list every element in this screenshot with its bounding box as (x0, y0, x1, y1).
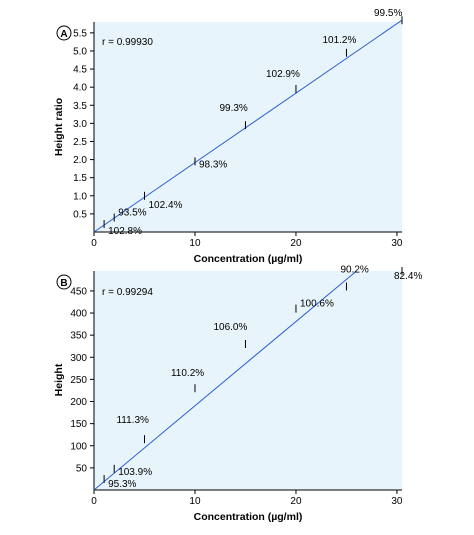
y-tick-label-a-3: 2.0 (73, 155, 87, 166)
data-label-a-4: 99.3% (219, 103, 247, 114)
x-tick-label-a-1: 10 (189, 238, 201, 249)
y-tick-label-a-0: 0.5 (73, 209, 87, 220)
panel-a: A r = 0.99930 Concentration (µg/ml) Heig… (53, 8, 403, 265)
data-label-a-7: 99.5% (374, 8, 402, 19)
data-label-a-6: 101.2% (322, 35, 356, 46)
x-tick-label-b-1: 10 (189, 496, 201, 507)
ticks-a: 0 10 20 30 0.5 1.0 1.5 2.0 2.5 3.0 3.5 4.0 4.5 5.0 5.5 (73, 28, 403, 249)
data-label-b-2: 111.3% (116, 415, 149, 426)
x-tick-label-a-2: 20 (290, 238, 302, 249)
data-label-b-0: 95.3% (108, 479, 136, 490)
y-tick-label-a-1: 1.0 (73, 191, 87, 202)
data-label-a-5: 102.9% (266, 69, 300, 80)
data-label-a-2: 102.4% (148, 200, 182, 211)
panel-label-circle-a (56, 25, 72, 41)
y-tick-label-a-10: 5.5 (73, 28, 87, 39)
x-axis-title-a: Concentration (µg/ml) (194, 253, 303, 265)
y-tick-label-b-1: 100 (70, 441, 87, 452)
data-label-a-1: 93.5% (118, 208, 146, 219)
y-tick-label-b-4: 250 (70, 375, 87, 386)
panel-b: B r = 0.99294 Concentration (µg/ml) Heig… (53, 264, 422, 523)
correlation-annotation-b: r = 0.99294 (102, 287, 153, 298)
data-label-b-6: 90.2% (340, 264, 368, 275)
y-tick-label-b-6: 350 (70, 331, 87, 342)
ticks-b: 0 10 20 30 50 100 150 200 250 300 350 400 450 (70, 286, 403, 507)
y-tick-label-a-7: 4.0 (73, 83, 87, 94)
y-tick-label-a-4: 2.5 (73, 137, 87, 148)
panel-label-a: A (60, 29, 67, 40)
y-tick-label-a-8: 4.5 (73, 65, 87, 76)
y-tick-label-a-6: 3.5 (73, 101, 87, 112)
x-tick-label-a-0: 0 (91, 238, 97, 249)
y-tick-label-b-3: 200 (70, 397, 87, 408)
panel-label-b: B (60, 278, 67, 289)
data-label-a-0: 102.8% (108, 226, 142, 237)
y-tick-label-b-2: 150 (70, 419, 87, 430)
data-label-b-7: 82.4% (394, 271, 422, 282)
data-label-a-3: 98.3% (199, 159, 227, 170)
data-label-b-5: 100.6% (300, 299, 334, 310)
x-tick-label-b-3: 30 (391, 496, 403, 507)
y-tick-label-b-0: 50 (76, 463, 88, 474)
y-tick-label-b-7: 400 (70, 309, 87, 320)
y-tick-label-a-2: 1.5 (73, 173, 87, 184)
regression-line-a (93, 19, 403, 233)
data-label-b-4: 106.0% (213, 322, 247, 333)
marks-b: 95.3%103.9% 111.3% 110.2% 106.0% 100.6% 90.2%… (93, 264, 422, 491)
marks-a: 102.8% 93.5%102.4% 98.3% 99.3% 102.9% 101.2% 9… (93, 8, 403, 237)
y-tick-label-b-5: 300 (70, 353, 87, 364)
y-tick-label-a-5: 3.0 (73, 119, 87, 130)
correlation-annotation-a: r = 0.99930 (102, 37, 153, 48)
x-tick-label-b-0: 0 (91, 496, 97, 507)
y-tick-label-a-9: 5.0 (73, 46, 87, 57)
regression-line-b (93, 270, 357, 491)
panel-label-circle-b (56, 274, 72, 290)
y-tick-label-b-8: 450 (70, 286, 87, 297)
data-label-b-3: 110.2% (171, 368, 204, 379)
x-axis-title-b: Concentration (µg/ml) (194, 511, 303, 523)
data-label-b-1: 103.9% (118, 467, 152, 478)
x-tick-label-a-3: 30 (391, 238, 403, 249)
y-axis-title-a: Height ratio (53, 98, 65, 156)
x-tick-label-b-2: 20 (290, 496, 302, 507)
y-axis-title-b: Height (53, 363, 65, 396)
plot-area-b (94, 271, 402, 490)
